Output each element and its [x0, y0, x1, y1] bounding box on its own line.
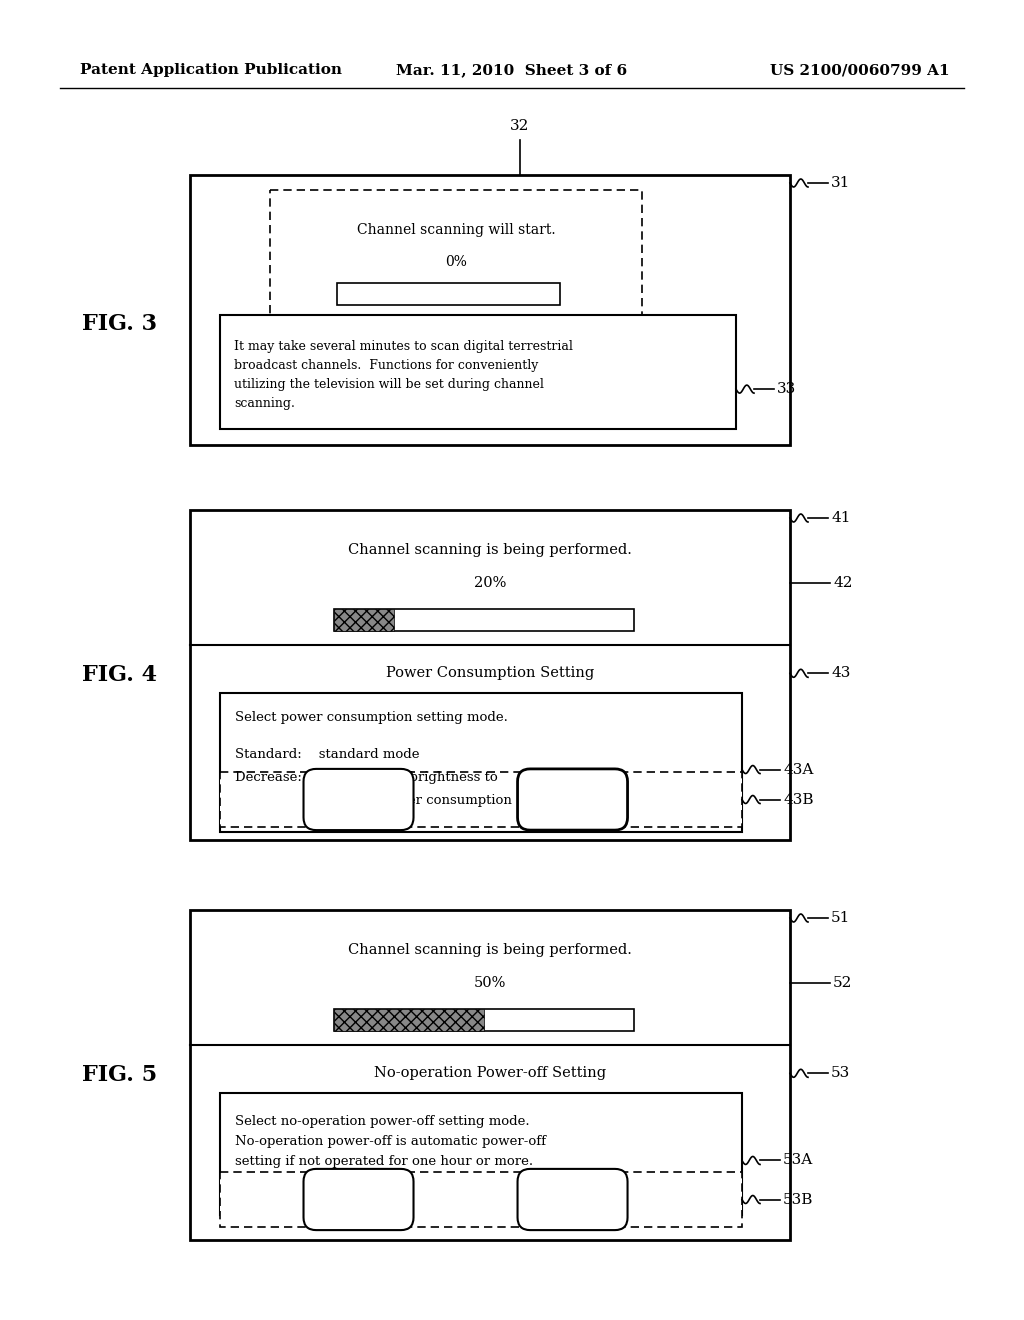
Text: decrease power consumption: decrease power consumption	[234, 795, 512, 808]
Text: 53A: 53A	[783, 1154, 813, 1167]
Bar	[334, 609, 634, 631]
Bar	[270, 190, 642, 333]
Text: 31: 31	[831, 176, 850, 190]
Text: Mar. 11, 2010  Sheet 3 of 6: Mar. 11, 2010 Sheet 3 of 6	[396, 63, 628, 77]
Text: 41: 41	[831, 511, 851, 525]
Text: 43: 43	[831, 667, 850, 680]
Text: FIG. 5: FIG. 5	[83, 1064, 158, 1086]
Text: OFF: OFF	[557, 1192, 588, 1206]
Text: Standard: Standard	[326, 792, 391, 807]
Text: Decrease:    lower screen brightness to: Decrease: lower screen brightness to	[234, 771, 498, 784]
Text: Channel scanning is being performed.: Channel scanning is being performed.	[348, 942, 632, 957]
Bar	[334, 1008, 484, 1031]
Text: 50%: 50%	[474, 975, 506, 990]
Bar	[220, 1172, 742, 1228]
Text: 43A: 43A	[783, 763, 813, 776]
Bar	[220, 772, 742, 828]
Text: 43B: 43B	[783, 792, 813, 807]
FancyBboxPatch shape	[303, 1170, 414, 1230]
Text: It may take several minutes to scan digital terrestrial
broadcast channels.  Fun: It may take several minutes to scan digi…	[234, 341, 572, 411]
FancyBboxPatch shape	[517, 768, 628, 830]
Text: 52: 52	[833, 975, 852, 990]
Text: Decrease: Decrease	[540, 792, 605, 807]
Text: 53: 53	[831, 1067, 850, 1080]
Bar	[334, 1008, 634, 1031]
Text: 42: 42	[833, 576, 853, 590]
FancyBboxPatch shape	[517, 1170, 628, 1230]
Text: 51: 51	[831, 911, 850, 925]
Bar	[337, 282, 560, 305]
Text: ON: ON	[347, 1192, 371, 1206]
Text: FIG. 4: FIG. 4	[83, 664, 158, 686]
Bar	[220, 1093, 742, 1216]
Text: 33: 33	[777, 381, 797, 396]
Text: Channel scanning will start.: Channel scanning will start.	[356, 223, 555, 238]
Text: No-operation Power-off Setting: No-operation Power-off Setting	[374, 1067, 606, 1080]
Text: 0%: 0%	[445, 255, 467, 268]
Text: 32: 32	[510, 119, 529, 133]
Text: Patent Application Publication: Patent Application Publication	[80, 63, 342, 77]
Text: Select no-operation power-off setting mode.
No-operation power-off is automatic : Select no-operation power-off setting mo…	[234, 1115, 546, 1168]
Bar	[220, 693, 742, 832]
Bar	[190, 909, 790, 1239]
Text: Select power consumption setting mode.: Select power consumption setting mode.	[234, 711, 508, 725]
FancyBboxPatch shape	[303, 768, 414, 830]
Text: US 2100/0060799 A1: US 2100/0060799 A1	[770, 63, 950, 77]
Text: Standard:    standard mode: Standard: standard mode	[234, 748, 420, 762]
Bar	[220, 315, 736, 429]
Text: Channel scanning is being performed.: Channel scanning is being performed.	[348, 543, 632, 557]
Text: 20%: 20%	[474, 576, 506, 590]
Text: FIG. 3: FIG. 3	[83, 313, 158, 334]
Text: 53B: 53B	[783, 1192, 813, 1206]
Bar	[334, 609, 394, 631]
Text: Power Consumption Setting: Power Consumption Setting	[386, 667, 594, 680]
Bar	[190, 176, 790, 445]
Bar	[190, 510, 790, 840]
